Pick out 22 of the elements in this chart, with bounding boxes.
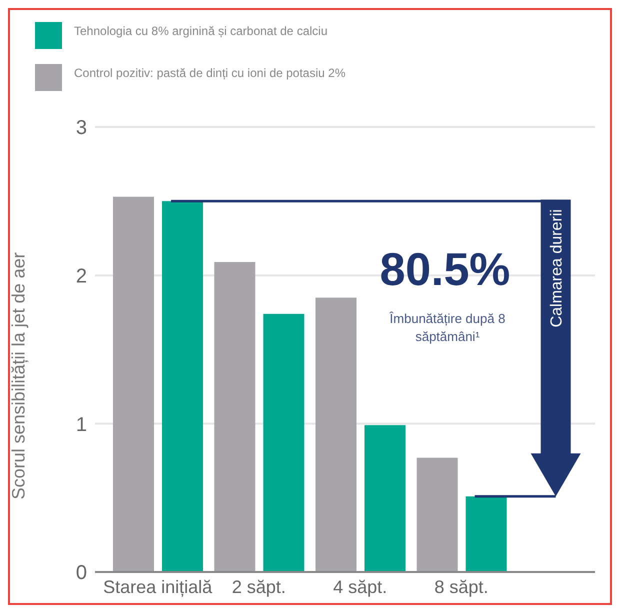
bar: [364, 425, 406, 572]
annotation: 80.5%: [378, 242, 512, 296]
legend-label: Control pozitiv: pastă de dinți cu ioni de potasiu 2%: [74, 66, 346, 80]
x-tick-label: 4 săpt.: [333, 576, 388, 597]
bar: [416, 458, 458, 572]
annotation: Îmbunătățire după 8 săptămâni¹: [388, 310, 506, 346]
bar: [113, 196, 154, 572]
legend-label: Tehnologia cu 8% arginină și carbonat de calciu: [74, 24, 328, 38]
annotation: Calmarea durerii: [548, 209, 566, 328]
bar: [214, 262, 256, 572]
bar: [162, 201, 203, 572]
y-axis-title: Scorul sensibilității la jet de aer: [8, 252, 28, 500]
x-tick-label: 8 săpt.: [434, 576, 488, 597]
bar: [466, 496, 507, 572]
x-tick-label: 2 săpt.: [232, 576, 286, 597]
x-tick-label: Starea inițială: [103, 576, 214, 597]
y-tick-label: 3: [76, 117, 87, 140]
bar: [316, 298, 356, 572]
bar: [263, 314, 304, 572]
y-tick-label: 2: [76, 265, 87, 288]
y-tick-label: 0: [76, 562, 87, 584]
y-tick-label: 1: [76, 414, 87, 436]
